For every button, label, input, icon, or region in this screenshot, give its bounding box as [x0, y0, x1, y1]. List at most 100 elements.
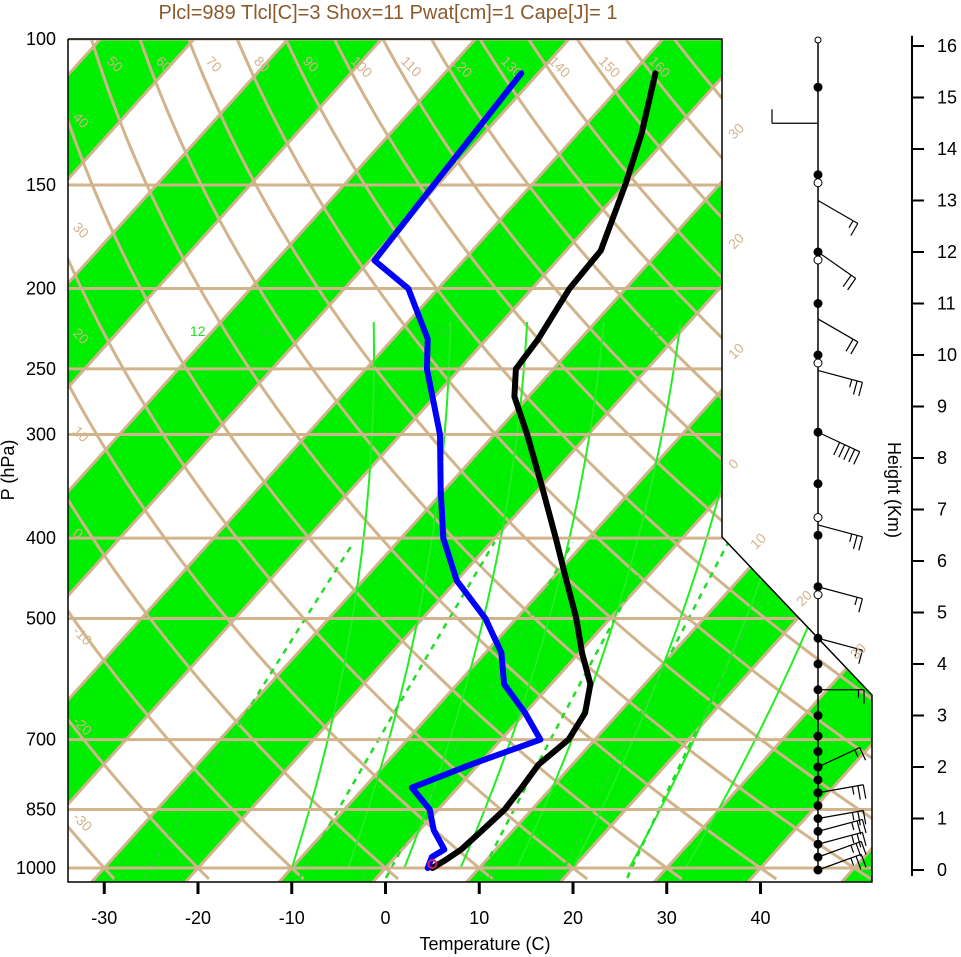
- wind-barb-shaft: [817, 747, 860, 768]
- wind-barb-flag: [838, 444, 846, 458]
- isotherm-line: [653, 39, 872, 882]
- wind-barb-flag: [862, 784, 867, 799]
- wind-level-open-dot: [813, 255, 823, 265]
- wind-barb-shaft: [817, 784, 864, 794]
- isotherm-line: [559, 39, 872, 882]
- wind-level-open-dot: [813, 358, 823, 368]
- pressure-tick-label: 1000: [16, 858, 56, 878]
- temperature-profile-line: [429, 70, 659, 871]
- pressure-tick-label: 200: [26, 279, 56, 299]
- wind-barb-flag: [848, 449, 856, 463]
- mixing-ratio-line: [143, 541, 355, 879]
- wind-barb-flag: [845, 338, 854, 352]
- wind-barb-flag: [860, 841, 867, 855]
- wind-level-dot: [813, 711, 823, 720]
- wind-level-dot: [813, 350, 823, 360]
- y-axis-label: P (hPa): [0, 440, 18, 501]
- wind-barb-flag: [849, 379, 853, 388]
- dry-adiabat-label: 30: [725, 120, 747, 142]
- wind-barb-flag: [850, 341, 859, 355]
- wind-barb-shaft: [817, 199, 859, 225]
- wind-barb-flag: [855, 843, 862, 857]
- wind-level-open-dot: [813, 590, 823, 600]
- mixing-ratio-line: [384, 541, 574, 879]
- wind-barb-flag: [861, 832, 867, 847]
- wind-barb-flag: [856, 820, 862, 835]
- height-tick-label: 10: [937, 345, 957, 365]
- height-tick-label: 16: [937, 36, 957, 56]
- height-tick-label: 3: [937, 706, 947, 726]
- wind-barb-flag: [852, 535, 858, 550]
- pressure-tick-label: 400: [26, 528, 56, 548]
- temperature-tick-label: 0: [380, 908, 390, 928]
- pressure-tick-label: 150: [26, 175, 56, 195]
- wind-barb-shaft: [817, 840, 862, 858]
- temperature-band: [466, 39, 872, 882]
- pressure-tick-label: 300: [26, 425, 56, 445]
- height-tick-label: 1: [937, 809, 947, 829]
- height-tick-label: 13: [937, 191, 957, 211]
- temperature-tick-label: -20: [185, 908, 211, 928]
- dry-adiabat-label: -30: [70, 809, 96, 835]
- isotherm-line: [278, 39, 872, 882]
- wind-level-dot: [813, 659, 823, 669]
- wind-barb-shaft: [817, 586, 863, 600]
- wind-level-dot: [813, 170, 823, 180]
- wind-level-open-dot: [813, 513, 823, 522]
- temperature-tick-label: -30: [91, 908, 117, 928]
- dry-adiabat-label: 20: [793, 587, 815, 609]
- temperature-tick-label: 10: [469, 908, 489, 928]
- moist-adiabat-line: [459, 321, 605, 869]
- height-tick-label: 5: [937, 603, 947, 623]
- wind-barb-flag: [853, 451, 861, 465]
- wind-level-open-dot: [813, 178, 823, 188]
- wind-level-dot: [813, 747, 823, 757]
- dry-adiabat-line: [332, 39, 872, 881]
- plot-frame: [67, 38, 873, 883]
- wind-barb-flag: [854, 749, 859, 758]
- chart-title: Plcl=989 Tlcl[C]=3 Shox=11 Pwat[cm]=1 Ca…: [159, 2, 618, 24]
- isotherm-line: [68, 39, 383, 882]
- wind-barb-shaft: [817, 318, 859, 343]
- height-tick-label: 15: [937, 88, 957, 108]
- wind-barb-flag: [861, 819, 867, 834]
- lcl-marker: [427, 859, 438, 869]
- wind-level-dot: [813, 299, 823, 308]
- height-axis-label: Height (Km): [884, 442, 904, 538]
- height-tick-label: 12: [937, 242, 957, 262]
- wind-level-dot: [813, 530, 823, 540]
- dry-adiabat-label: 0: [725, 455, 742, 472]
- dry-adiabat-line: [527, 39, 872, 881]
- moist-adiabat-line: [515, 321, 682, 869]
- wind-barb-shaft: [817, 853, 862, 871]
- mixing-ratio-label: 16: [260, 323, 276, 339]
- temperature-tick-label: 40: [750, 908, 770, 928]
- wind-barb-flag: [842, 274, 852, 288]
- height-tick-label: 8: [937, 448, 947, 468]
- isotherm-line: [68, 39, 571, 882]
- pressure-tick-label: 100: [26, 29, 56, 49]
- mixing-ratio-line: [626, 541, 791, 879]
- wind-barb-flag: [859, 747, 867, 761]
- wind-level-dot: [813, 731, 823, 741]
- wind-barb-flag: [858, 598, 864, 613]
- wind-barb-flag: [858, 536, 864, 551]
- mixing-ratio-label: 32: [648, 323, 664, 339]
- wind-barb-flag: [852, 380, 858, 395]
- wind-barb-flag: [855, 855, 862, 870]
- wind-barb-flag: [847, 278, 857, 291]
- height-tick-label: 2: [937, 757, 947, 777]
- temperature-tick-label: -10: [279, 908, 305, 928]
- pressure-tick-label: 500: [26, 608, 56, 628]
- isotherm-line: [68, 39, 758, 882]
- wind-barb-flag: [858, 650, 864, 664]
- wind-barb-flag: [850, 844, 855, 853]
- wind-staff-top-marker: [814, 36, 822, 44]
- wind-barb-shaft: [817, 524, 863, 538]
- dry-adiabat-label: 30: [70, 219, 92, 241]
- pressure-tick-label: 700: [26, 730, 56, 750]
- wind-level-dot: [813, 775, 823, 785]
- isotherm-line: [68, 39, 664, 882]
- mixing-ratio-label: 12: [190, 323, 206, 339]
